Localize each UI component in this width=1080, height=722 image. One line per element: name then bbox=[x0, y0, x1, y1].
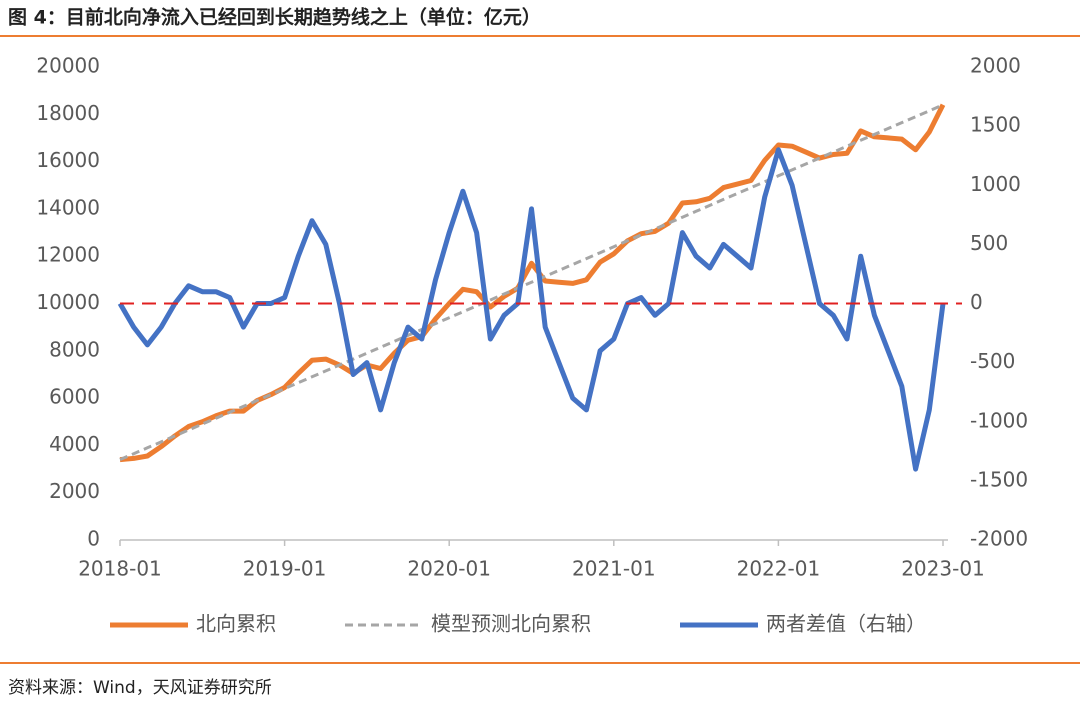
legend-label: 模型预测北向累积 bbox=[431, 612, 591, 636]
y-tick-label: 10000 bbox=[36, 290, 100, 314]
y-tick-label: 2000 bbox=[49, 479, 100, 503]
y2-tick-label: 2000 bbox=[970, 54, 1021, 78]
x-tick-label: 2020-01 bbox=[407, 557, 491, 581]
x-tick-label: 2018-01 bbox=[78, 557, 162, 581]
x-tick-label: 2019-01 bbox=[243, 557, 327, 581]
y2-tick-label: -500 bbox=[970, 349, 1015, 373]
x-tick-label: 2021-01 bbox=[572, 557, 656, 581]
legend-label: 两者差值（右轴） bbox=[766, 612, 926, 636]
chart-title: 图 4：目前北向净流入已经回到长期趋势线之上（单位：亿元） bbox=[8, 6, 541, 29]
y2-tick-label: 1500 bbox=[970, 113, 1021, 137]
x-tick-label: 2023-01 bbox=[901, 557, 985, 581]
y-tick-label: 0 bbox=[87, 527, 100, 551]
y-tick-label: 18000 bbox=[36, 101, 100, 125]
y2-tick-label: -2000 bbox=[970, 527, 1028, 551]
x-tick-label: 2022-01 bbox=[737, 557, 821, 581]
y-tick-label: 12000 bbox=[36, 243, 100, 267]
y2-tick-label: 0 bbox=[970, 290, 983, 314]
y-tick-label: 8000 bbox=[49, 337, 100, 361]
series-line bbox=[117, 147, 946, 472]
y-tick-label: 16000 bbox=[36, 148, 100, 172]
y2-tick-label: -1000 bbox=[970, 408, 1028, 432]
y-tick-label: 20000 bbox=[36, 54, 100, 78]
y-tick-label: 6000 bbox=[49, 385, 100, 409]
legend-label: 北向累积 bbox=[196, 612, 276, 636]
y-tick-label: 4000 bbox=[49, 432, 100, 456]
y2-tick-label: -1500 bbox=[970, 467, 1028, 491]
y2-tick-label: 1000 bbox=[970, 172, 1021, 196]
series-line bbox=[119, 103, 944, 461]
source-note: 资料来源：Wind，天风证券研究所 bbox=[8, 678, 272, 698]
y-tick-label: 14000 bbox=[36, 195, 100, 219]
y2-tick-label: 500 bbox=[970, 231, 1008, 255]
